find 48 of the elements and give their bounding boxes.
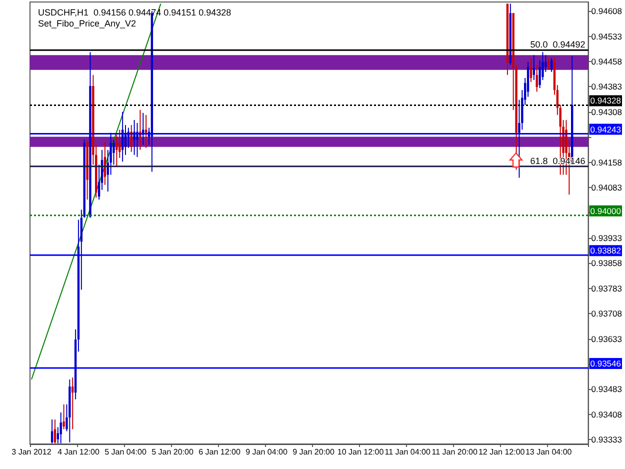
x-tick-label: 5 Jan 04:00 bbox=[104, 448, 147, 456]
ref-line-label: 0.94328 bbox=[590, 96, 622, 106]
y-tick-label: 0.93858 bbox=[591, 258, 622, 268]
y-tick-label: 0.94308 bbox=[591, 106, 622, 117]
x-tick-label: 10 Jan 12:00 bbox=[337, 448, 384, 456]
candlestick bbox=[72, 376, 74, 430]
y-tick-label: 0.93783 bbox=[591, 283, 622, 294]
x-tick-label: 4 Jan 12:00 bbox=[58, 448, 100, 456]
x-tick-label: 5 Jan 20:00 bbox=[152, 448, 194, 456]
candlestick bbox=[60, 412, 62, 444]
y-tick-label: 0.93708 bbox=[591, 308, 622, 319]
y-tick-label: 0.94158 bbox=[591, 157, 622, 168]
x-tick-label: 9 Jan 20:00 bbox=[292, 448, 335, 456]
x-tick-label: 3 Jan 2012 bbox=[12, 448, 52, 456]
candlestick bbox=[536, 64, 538, 92]
y-tick-label: 0.94608 bbox=[591, 6, 622, 16]
candlestick bbox=[54, 418, 56, 444]
ref-line-label: 0.93882 bbox=[590, 246, 622, 256]
y-tick-label: 0.94383 bbox=[591, 82, 622, 92]
candlestick bbox=[139, 109, 142, 150]
x-tick-label: 11 Jan 04:00 bbox=[384, 448, 431, 456]
candlestick bbox=[532, 54, 536, 80]
y-tick-label: 0.94533 bbox=[591, 31, 622, 42]
candlestick bbox=[144, 114, 148, 148]
candlestick bbox=[550, 58, 553, 72]
y-tick-label: 0.94458 bbox=[591, 56, 622, 66]
candlestick bbox=[62, 404, 65, 430]
candlestick bbox=[50, 418, 54, 444]
x-tick-label: 13 Jan 04:00 bbox=[525, 448, 572, 456]
ref-line-label: 0.94000 bbox=[590, 206, 622, 216]
x-tick-label: 11 Jan 20:00 bbox=[432, 448, 478, 456]
y-tick-label: 0.94083 bbox=[591, 182, 622, 193]
y-tick-label: 0.93333 bbox=[591, 434, 622, 445]
x-tick-label: 9 Jan 04:00 bbox=[246, 448, 288, 456]
ref-line-label: 0.94243 bbox=[590, 124, 622, 134]
x-tick-label: 12 Jan 12:00 bbox=[478, 448, 526, 456]
y-tick-label: 0.93483 bbox=[591, 384, 622, 394]
ref-line-label: 0.93546 bbox=[590, 358, 622, 369]
x-tick-label: 6 Jan 12:00 bbox=[198, 448, 241, 456]
ref-line-label: 50.0 0.94492 bbox=[530, 40, 586, 50]
text: Set_Fibo_Price_Any_V2 bbox=[38, 18, 136, 28]
y-tick-label: 0.93408 bbox=[591, 409, 622, 420]
candlestick bbox=[133, 119, 136, 156]
y-tick-label: 0.93933 bbox=[591, 232, 622, 243]
candlestick bbox=[530, 58, 532, 82]
y-tick-label: 0.93633 bbox=[591, 334, 622, 344]
candlestick bbox=[116, 134, 118, 168]
candlestick bbox=[136, 122, 138, 158]
